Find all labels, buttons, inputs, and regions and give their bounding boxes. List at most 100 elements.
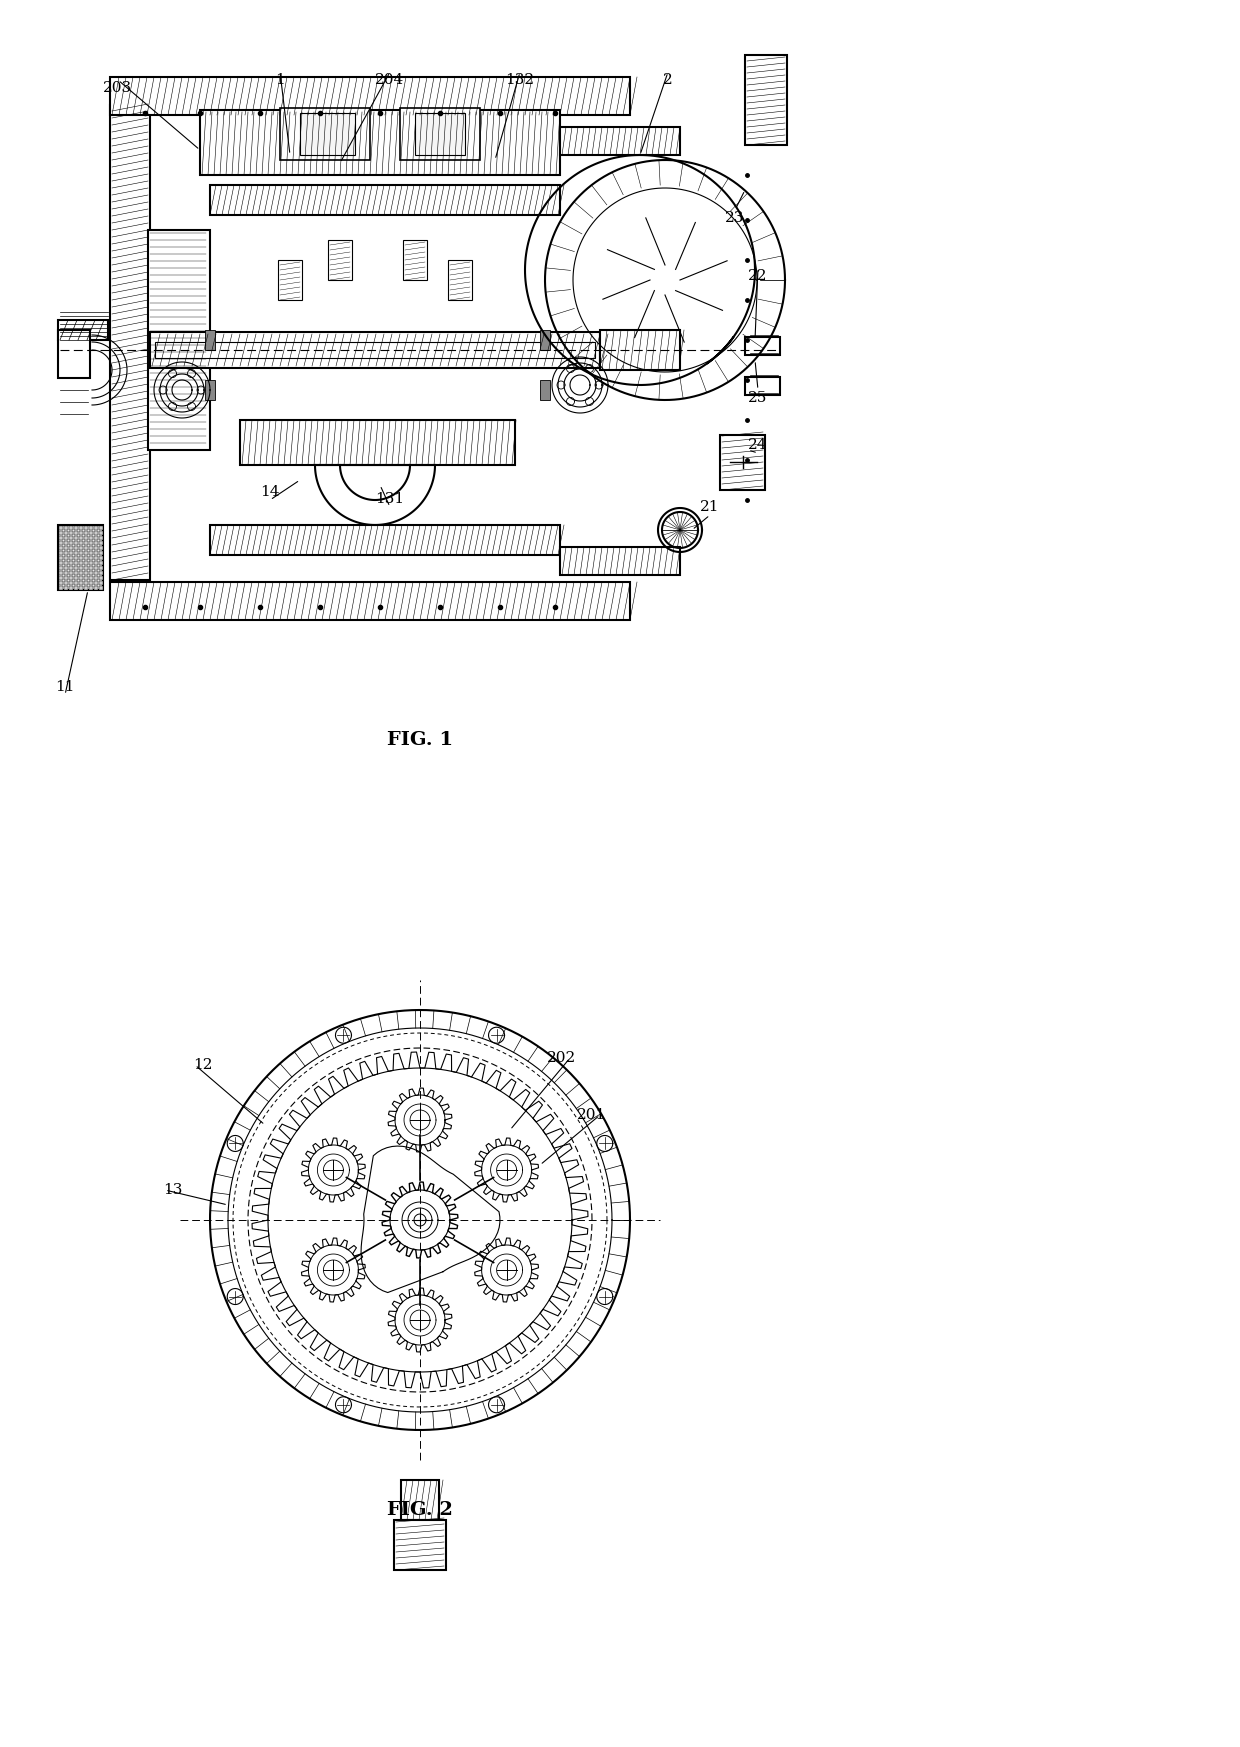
Bar [64, 566, 68, 570]
Text: 24: 24 [748, 438, 768, 452]
Bar [89, 582, 93, 585]
Bar [58, 320, 108, 341]
Bar [99, 561, 103, 564]
Text: 1: 1 [275, 73, 285, 87]
Bar [79, 577, 83, 580]
Bar [79, 542, 83, 545]
Bar [60, 531, 63, 535]
Bar [84, 531, 88, 535]
Bar [94, 536, 98, 540]
Bar [94, 582, 98, 585]
Bar [69, 542, 73, 545]
Bar [69, 561, 73, 564]
Bar [560, 547, 680, 575]
Bar [84, 526, 88, 529]
Bar [110, 105, 150, 580]
Bar [60, 550, 63, 556]
Bar [401, 1480, 439, 1520]
Bar [79, 582, 83, 585]
Bar [99, 550, 103, 556]
Bar [280, 108, 370, 161]
Bar [329, 239, 352, 280]
Bar [84, 561, 88, 564]
Bar [64, 585, 68, 590]
Bar [94, 542, 98, 545]
Bar [110, 582, 630, 620]
Bar [539, 330, 551, 349]
Bar [99, 571, 103, 575]
Bar [94, 556, 98, 561]
Bar [210, 185, 560, 215]
Bar [60, 536, 63, 540]
Bar [79, 585, 83, 590]
Bar [300, 114, 355, 155]
Bar [79, 571, 83, 575]
Bar [205, 330, 215, 349]
Bar [74, 531, 78, 535]
Bar [64, 571, 68, 575]
Bar [155, 342, 595, 358]
Bar [69, 536, 73, 540]
Bar [89, 547, 93, 550]
Bar [99, 577, 103, 580]
Bar [94, 531, 98, 535]
Bar [64, 556, 68, 561]
Bar [60, 582, 63, 585]
Text: 204: 204 [376, 73, 404, 87]
Bar [69, 571, 73, 575]
Bar [58, 526, 103, 590]
Bar [69, 585, 73, 590]
Bar [84, 571, 88, 575]
Bar [403, 239, 427, 280]
Text: 202: 202 [547, 1052, 577, 1066]
Bar [99, 542, 103, 545]
Bar [74, 556, 78, 561]
Bar [89, 550, 93, 556]
Bar [64, 577, 68, 580]
Bar [278, 260, 303, 300]
Bar [69, 526, 73, 529]
Text: 23: 23 [725, 211, 745, 225]
Bar [60, 577, 63, 580]
Bar [89, 577, 93, 580]
Bar [84, 585, 88, 590]
Bar [79, 550, 83, 556]
Bar [64, 536, 68, 540]
Text: 2: 2 [663, 73, 673, 87]
Bar [745, 337, 780, 355]
Bar [74, 526, 78, 529]
Bar [74, 571, 78, 575]
Bar [539, 381, 551, 400]
Bar [720, 435, 765, 489]
Bar [60, 556, 63, 561]
Bar [79, 556, 83, 561]
Bar [99, 531, 103, 535]
Bar [60, 566, 63, 570]
Bar [79, 526, 83, 529]
Bar [94, 526, 98, 529]
Bar [74, 561, 78, 564]
Bar [74, 542, 78, 545]
Text: 21: 21 [701, 500, 719, 514]
Bar [110, 77, 630, 115]
Bar [89, 542, 93, 545]
Bar [84, 582, 88, 585]
Bar [89, 561, 93, 564]
Text: 132: 132 [506, 73, 534, 87]
Bar [74, 547, 78, 550]
Text: 131: 131 [376, 493, 404, 507]
Bar [79, 547, 83, 550]
Bar [79, 566, 83, 570]
Bar [74, 577, 78, 580]
Bar [560, 128, 680, 155]
Bar [600, 330, 680, 370]
Bar [99, 585, 103, 590]
Bar [84, 556, 88, 561]
Text: 22: 22 [748, 269, 768, 283]
Bar [74, 582, 78, 585]
Bar [84, 536, 88, 540]
Bar [200, 110, 560, 175]
Bar [60, 585, 63, 590]
Bar [99, 547, 103, 550]
Bar [89, 536, 93, 540]
